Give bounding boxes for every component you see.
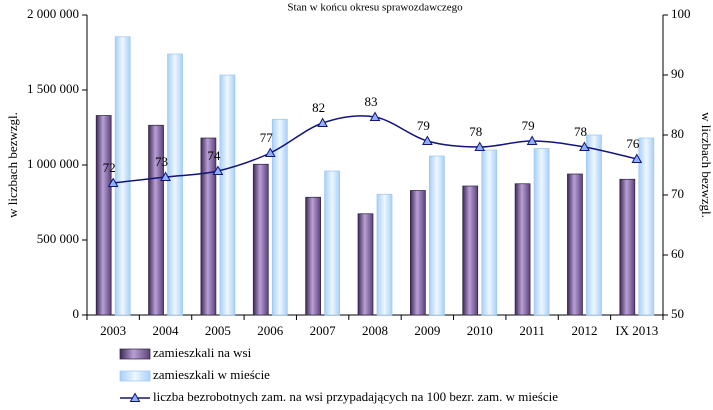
x-tick-label: 2012 bbox=[571, 323, 597, 338]
bar bbox=[219, 74, 236, 316]
line-marker bbox=[422, 135, 433, 145]
legend-label: zamieszkali w mieście bbox=[153, 367, 270, 382]
data-label: 72 bbox=[103, 160, 116, 175]
line-marker bbox=[212, 165, 224, 175]
bar bbox=[567, 173, 583, 316]
line-marker bbox=[160, 171, 171, 181]
bar bbox=[200, 137, 217, 316]
x-tick-label: IX 2013 bbox=[615, 323, 658, 338]
bar bbox=[324, 170, 340, 316]
y-tick-label: 1 000 000 bbox=[27, 156, 79, 171]
x-tick-label: 2010 bbox=[467, 323, 493, 338]
data-label: 74 bbox=[207, 148, 221, 163]
bar bbox=[95, 115, 112, 316]
chart-title: Stan w końcu okresu sprawozdawczego bbox=[287, 2, 463, 14]
data-label: 76 bbox=[626, 136, 640, 151]
x-tick-label: 2006 bbox=[257, 323, 284, 338]
bar bbox=[148, 124, 164, 316]
y-tick-label: 1 500 000 bbox=[27, 81, 79, 96]
y2-tick-label: 90 bbox=[671, 66, 684, 81]
y2-tick-label: 50 bbox=[671, 306, 684, 321]
bar bbox=[305, 196, 321, 316]
legend-swatch bbox=[119, 370, 151, 382]
x-tick-label: 2003 bbox=[100, 323, 126, 338]
x-tick-label: 2009 bbox=[414, 323, 440, 338]
bar bbox=[481, 149, 498, 316]
line-marker bbox=[369, 111, 381, 121]
data-label: 79 bbox=[417, 118, 430, 133]
x-tick-label: 2008 bbox=[362, 323, 388, 338]
line-marker bbox=[526, 135, 538, 145]
data-label: 77 bbox=[260, 130, 274, 145]
bar bbox=[514, 183, 531, 316]
bar bbox=[410, 190, 426, 316]
legend-marker bbox=[129, 392, 141, 402]
bar bbox=[638, 137, 655, 316]
y2-tick-label: 80 bbox=[671, 126, 684, 141]
bar bbox=[619, 178, 636, 316]
line-marker bbox=[107, 177, 119, 187]
bar bbox=[357, 213, 374, 316]
y-tick-label: 500 000 bbox=[37, 231, 79, 246]
line-marker bbox=[317, 117, 328, 127]
line-marker bbox=[474, 141, 486, 151]
y2-tick-label: 70 bbox=[671, 186, 684, 201]
bar bbox=[167, 53, 183, 316]
x-tick-label: 2005 bbox=[205, 323, 231, 338]
bar bbox=[114, 36, 131, 316]
bar bbox=[586, 134, 602, 316]
x-tick-label: 2007 bbox=[310, 323, 337, 338]
line-marker bbox=[631, 153, 643, 163]
data-label: 79 bbox=[522, 118, 535, 133]
bar bbox=[252, 163, 269, 316]
bar bbox=[376, 193, 393, 316]
y-axis-label: w liczbach bezwzgl. bbox=[5, 112, 20, 218]
data-label: 78 bbox=[469, 124, 482, 139]
data-label: 78 bbox=[574, 124, 587, 139]
line-marker bbox=[579, 141, 590, 151]
data-label: 83 bbox=[365, 94, 378, 109]
y2-tick-label: 60 bbox=[671, 246, 684, 261]
legend-swatch bbox=[119, 348, 151, 360]
y2-axis-label: w liczbach bezwzgl. bbox=[699, 112, 713, 218]
x-tick-label: 2011 bbox=[519, 323, 545, 338]
y-tick-label: 2 000 000 bbox=[27, 6, 79, 21]
y2-tick-label: 100 bbox=[671, 6, 691, 21]
bar bbox=[533, 148, 550, 316]
bar bbox=[462, 185, 479, 316]
data-label: 82 bbox=[312, 100, 325, 115]
legend-label: zamieszkali na wsi bbox=[153, 345, 252, 360]
x-tick-label: 2004 bbox=[153, 323, 180, 338]
data-label: 73 bbox=[155, 154, 168, 169]
bar bbox=[429, 155, 445, 316]
y-tick-label: 0 bbox=[73, 306, 80, 321]
bar bbox=[271, 118, 288, 316]
legend-label: liczba bezrobotnych zam. na wsi przypada… bbox=[153, 389, 558, 404]
line-marker bbox=[264, 147, 276, 157]
line bbox=[113, 115, 637, 184]
